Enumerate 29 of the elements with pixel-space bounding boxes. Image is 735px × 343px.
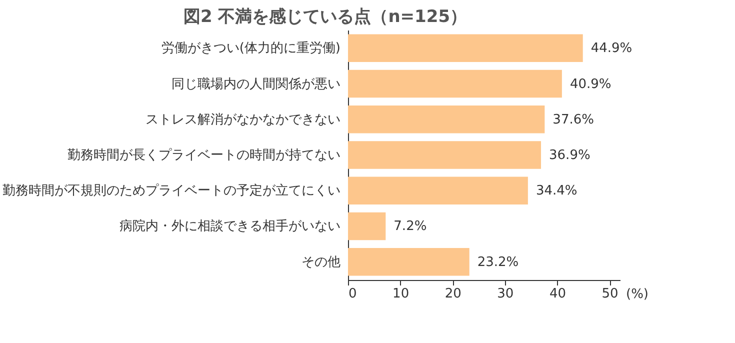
bar (348, 248, 470, 276)
data-label: 44.9% (590, 41, 632, 56)
data-label: 23.2% (477, 254, 519, 270)
y-tick-label: ストレス解消がなかなかできない (146, 112, 340, 128)
x-tick-label: 50 (602, 286, 618, 302)
bar (348, 70, 562, 98)
y-tick-label: その他 (302, 254, 340, 270)
y-tick-label: 病院内・外に相談できる相手がいない (120, 219, 340, 234)
y-tick-label: 勤務時間が不規則のためプライベートの予定が立てにくい (2, 182, 340, 199)
x-axis-title: (%) (626, 287, 648, 302)
y-tick-label: 勤務時間が長くプライベートの時間が持てない (68, 148, 340, 163)
bar (348, 212, 386, 240)
x-tick-label: 10 (392, 286, 410, 302)
x-tick-label: 40 (549, 286, 566, 302)
bar (348, 176, 528, 204)
bar (348, 34, 583, 62)
x-tick-label: 30 (497, 286, 514, 302)
data-label: 7.2% (394, 219, 427, 234)
x-tick-label: 0 (348, 286, 357, 302)
data-label: 34.4% (536, 184, 578, 199)
bar (348, 106, 545, 134)
chart-title: 図2 不満を感じている点（n=125） (183, 7, 468, 27)
data-label: 36.9% (549, 148, 590, 163)
x-tick-label: 20 (444, 286, 462, 302)
bar (348, 141, 542, 169)
data-label: 40.9% (570, 76, 612, 92)
y-tick-label: 労働がきつい(体力的に重労働) (161, 41, 340, 56)
y-tick-label: 同じ職場内の人間関係が悪い (172, 76, 340, 92)
data-label: 37.6% (552, 112, 594, 128)
